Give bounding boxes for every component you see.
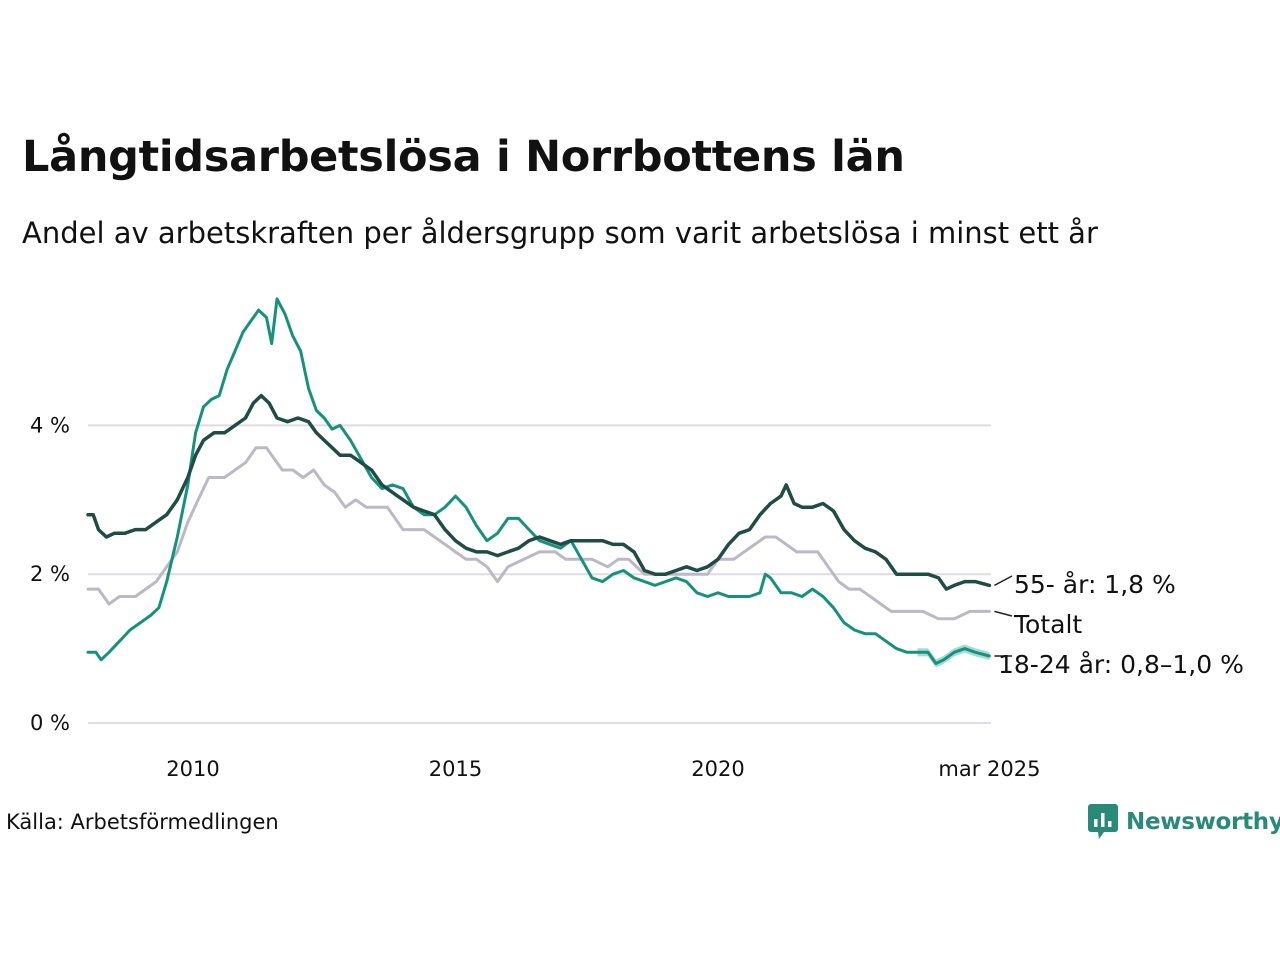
band-young — [917, 644, 990, 668]
end-label-young: 18-24 år: 0,8–1,0 % — [998, 650, 1244, 679]
brand-name: Newsworthy — [1126, 809, 1280, 835]
y-tick-label: 4 % — [30, 413, 70, 437]
x-axis-ticks: 2010 2015 2020 mar 2025 — [166, 757, 1040, 781]
connector-older — [994, 575, 1013, 587]
source-note: Källa: Arbetsförmedlingen — [6, 810, 279, 834]
y-tick-label: 0 % — [30, 711, 70, 735]
y-tick-label: 2 % — [30, 562, 70, 586]
chart-title: Långtidsarbetslösa i Norrbottens län — [22, 132, 905, 182]
newsworthy-logo-icon — [1088, 804, 1118, 839]
x-tick-label: 2020 — [691, 757, 744, 781]
x-tick-label: 2010 — [166, 757, 219, 781]
end-label-older: 55- år: 1,8 % — [1014, 570, 1176, 599]
connector-total — [994, 610, 1013, 617]
x-tick-label: mar 2025 — [938, 757, 1040, 781]
series-line-older — [86, 393, 992, 591]
series-line-young — [86, 297, 991, 665]
y-axis-ticks: 0 % 2 % 4 % — [30, 413, 70, 735]
chart-subtitle: Andel av arbetskraften per åldersgrupp s… — [22, 216, 1098, 250]
series-end-labels: Totalt 55- år: 1,8 % 18-24 år: 0,8–1,0 % — [994, 570, 1244, 679]
x-tick-label: 2015 — [429, 757, 482, 781]
uncertainty-bands — [917, 644, 990, 668]
gridlines — [88, 424, 991, 724]
end-label-total: Totalt — [1013, 610, 1082, 639]
series-lines — [86, 297, 992, 665]
newsworthy-logo[interactable]: Newsworthy — [1088, 804, 1280, 840]
series-line-total — [86, 446, 991, 621]
